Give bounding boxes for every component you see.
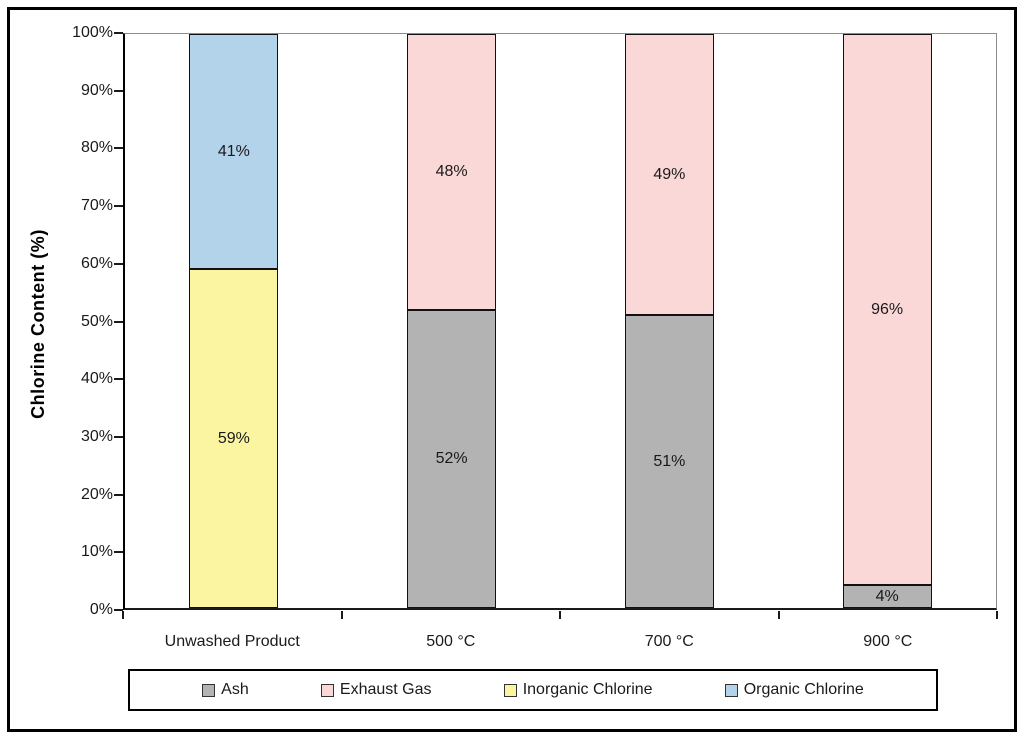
x-axis-labels: Unwashed Product 500 °C 700 °C 900 °C: [123, 630, 997, 654]
stacked-bar: 59% 41%: [189, 34, 279, 608]
x-axis-category-label: 500 °C: [426, 633, 476, 650]
bar-column: 51% 49%: [561, 34, 779, 608]
y-tick-label: 70%: [80, 197, 113, 215]
legend-swatch: [320, 683, 334, 697]
x-tick-mark: [122, 611, 124, 619]
legend-item: Organic Chlorine: [724, 681, 864, 699]
x-axis-category-label: 700 °C: [644, 633, 694, 650]
legend-swatch: [503, 683, 517, 697]
y-tick-mark: [114, 609, 123, 611]
legend-swatch: [724, 683, 738, 697]
y-tick-mark: [114, 551, 123, 554]
x-tick-mark: [777, 611, 780, 619]
x-tick-mark: [340, 611, 343, 619]
legend-item: Inorganic Chlorine: [503, 681, 653, 699]
y-tick-mark: [114, 320, 123, 323]
bar-column: 4% 96%: [778, 34, 996, 608]
y-tick-label: 30%: [80, 427, 113, 445]
x-axis-category-label: 900 °C: [863, 633, 913, 650]
y-tick-mark: [114, 32, 123, 34]
bar-segment-label: 52%: [435, 449, 468, 467]
legend-item: Exhaust Gas: [320, 681, 432, 699]
bar-segment: 49%: [624, 34, 714, 316]
stacked-bar: 52% 48%: [407, 34, 497, 608]
y-tick-label: 40%: [80, 370, 113, 388]
bar-segment: 4%: [842, 585, 932, 608]
bar-segment: 52%: [407, 309, 497, 608]
bar-segment-label: 51%: [653, 452, 686, 470]
legend-swatch: [202, 683, 216, 697]
y-axis-tick-labels: 0% 10% 20% 30% 40% 50% 60% 70% 80% 90% 100%: [0, 24, 113, 618]
legend-label: Exhaust Gas: [339, 681, 432, 698]
y-tick-label: 80%: [80, 139, 113, 157]
y-tick-mark: [114, 89, 123, 92]
bar-segment: 41%: [189, 34, 279, 270]
bars-container: 59% 41% 52% 48% 51% 49% 4% 96%: [125, 34, 996, 608]
bar-segment-label: 49%: [653, 165, 686, 183]
bar-segment-label: 96%: [871, 300, 904, 318]
y-tick-mark: [114, 262, 123, 265]
y-tick-label: 60%: [80, 254, 113, 272]
bar-segment-label: 41%: [217, 142, 250, 160]
legend: Ash Exhaust Gas Inorganic Chlorine Organic …: [128, 669, 938, 711]
legend-item: Ash: [202, 681, 249, 699]
x-tick-mark: [996, 611, 998, 619]
y-tick-label: 90%: [80, 81, 113, 99]
legend-label: Inorganic Chlorine: [522, 681, 653, 698]
x-tick-mark: [559, 611, 561, 619]
y-tick-mark: [114, 205, 123, 208]
x-axis-category-label: Unwashed Product: [164, 633, 300, 650]
y-tick-label: 100%: [72, 24, 113, 41]
y-tick-label: 10%: [80, 543, 113, 561]
bar-segment: 51%: [624, 315, 714, 608]
y-tick-label: 50%: [80, 312, 113, 330]
stacked-bar: 51% 49%: [624, 34, 714, 608]
y-tick-mark: [114, 435, 123, 438]
plot-area: 59% 41% 52% 48% 51% 49% 4% 96%: [123, 33, 997, 610]
legend-label: Ash: [221, 681, 249, 698]
bar-segment-label: 4%: [875, 587, 899, 605]
x-axis-tick-marks: [122, 611, 998, 619]
y-tick-label: 0%: [89, 601, 113, 618]
bar-segment: 48%: [407, 34, 497, 310]
bar-segment-label: 48%: [435, 162, 468, 180]
bar-segment: 96%: [842, 34, 932, 586]
y-tick-mark: [114, 378, 123, 381]
bar-column: 59% 41%: [125, 34, 343, 608]
legend-label: Organic Chlorine: [743, 681, 864, 698]
bar-column: 52% 48%: [343, 34, 561, 608]
bar-segment: 59%: [189, 269, 279, 608]
bar-segment-label: 59%: [217, 429, 250, 447]
stacked-bar: 4% 96%: [842, 34, 932, 608]
y-tick-label: 20%: [80, 485, 113, 503]
y-axis-tick-marks: [114, 32, 123, 611]
y-tick-mark: [114, 493, 123, 496]
y-tick-mark: [114, 147, 123, 150]
